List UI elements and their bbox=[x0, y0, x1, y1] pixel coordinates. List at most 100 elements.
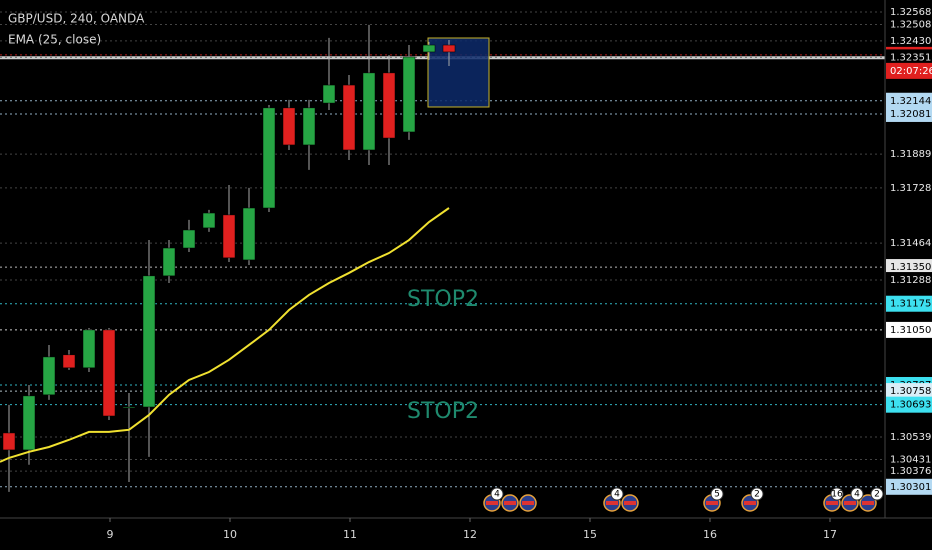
event-flag-stripe bbox=[486, 501, 498, 505]
event-badge bbox=[850, 487, 864, 501]
x-tick-label: 9 bbox=[107, 528, 114, 541]
y-tick-label: 1.30376 bbox=[890, 466, 931, 477]
countdown-bg bbox=[886, 62, 932, 79]
candle-body bbox=[322, 84, 336, 104]
price-tag-bg bbox=[886, 295, 932, 312]
candle-body bbox=[342, 84, 356, 151]
price-tag-bg bbox=[886, 32, 932, 49]
event-badge bbox=[710, 487, 724, 501]
y-tick-label: 1.32144 bbox=[890, 96, 931, 107]
candle-body bbox=[242, 207, 256, 261]
y-tick-label: 1.31050 bbox=[890, 325, 931, 336]
event-count: 5 bbox=[714, 490, 720, 500]
candle-body bbox=[62, 354, 76, 369]
price-tag-bg bbox=[886, 321, 932, 338]
event-badge bbox=[490, 487, 504, 501]
price-tag-bg bbox=[886, 259, 932, 276]
event-flag-stripe bbox=[522, 501, 534, 505]
candle-body bbox=[102, 329, 116, 417]
event-count: 4 bbox=[854, 490, 860, 500]
indicator-label: EMA (25, close) bbox=[8, 33, 101, 47]
y-tick-label: 1.30693 bbox=[890, 400, 931, 411]
y-tick-label: 1.32081 bbox=[890, 109, 931, 120]
candle-body bbox=[222, 214, 236, 259]
price-tag-bg bbox=[886, 105, 932, 122]
event-flag-stripe bbox=[862, 501, 874, 505]
y-tick-label: 1.31728 bbox=[890, 183, 931, 194]
candle-body bbox=[282, 107, 296, 146]
event-count: 2 bbox=[874, 490, 880, 500]
price-tag-bg bbox=[886, 3, 932, 20]
price-tag-bg bbox=[886, 49, 932, 66]
price-tag-bg bbox=[886, 146, 932, 163]
y-tick-label: 1.31350 bbox=[890, 262, 931, 273]
event-count: 4 bbox=[494, 490, 500, 500]
price-tag-bg bbox=[886, 16, 932, 33]
annotation: STOP2 bbox=[407, 287, 479, 312]
price-tag-bg bbox=[886, 235, 932, 252]
y-tick-label: 1.30758 bbox=[890, 386, 931, 397]
event-badge bbox=[610, 487, 624, 501]
event-flag-stripe bbox=[844, 501, 856, 505]
y-tick-label: 1.30431 bbox=[890, 455, 931, 466]
candle-body bbox=[42, 356, 56, 396]
event-badge bbox=[830, 487, 844, 501]
grid: 1.325681.325081.324301.323631.323491.323… bbox=[0, 3, 932, 495]
x-tick-label: 12 bbox=[463, 528, 477, 541]
event-flag-stripe bbox=[706, 501, 718, 505]
event-badge bbox=[750, 487, 764, 501]
candle-body bbox=[22, 395, 36, 451]
x-tick-label: 16 bbox=[703, 528, 717, 541]
y-tick-label: 1.31464 bbox=[890, 238, 931, 249]
countdown: 02:07:26 bbox=[890, 66, 932, 77]
y-tick-label: 1.32508 bbox=[890, 20, 931, 31]
y-tick-label: 1.31889 bbox=[890, 149, 931, 160]
candle-body bbox=[382, 72, 396, 139]
candle-body bbox=[442, 44, 456, 53]
candle-body bbox=[82, 329, 96, 369]
candle-body bbox=[402, 56, 416, 133]
price-tag-bg bbox=[886, 428, 932, 445]
position-box bbox=[427, 37, 490, 108]
y-tick-label: 1.31288 bbox=[890, 275, 931, 286]
y-tick-label: 1.30539 bbox=[890, 432, 931, 443]
x-tick-label: 15 bbox=[583, 528, 597, 541]
price-tag-bg bbox=[886, 478, 932, 495]
event-flag-stripe bbox=[826, 501, 838, 505]
x-tick-label: 10 bbox=[223, 528, 237, 541]
y-tick-label: 1.32568 bbox=[890, 7, 931, 18]
price-tag-bg bbox=[886, 92, 932, 109]
price-tag-bg bbox=[886, 396, 932, 413]
price-tag-bg bbox=[886, 383, 932, 400]
x-tick-label: 17 bbox=[823, 528, 837, 541]
y-tick-label: 1.31175 bbox=[890, 299, 931, 310]
candle-body bbox=[422, 44, 436, 53]
candle-body bbox=[162, 247, 176, 277]
candle-body bbox=[122, 406, 136, 409]
candle-body bbox=[262, 107, 276, 209]
candle-body bbox=[182, 229, 196, 249]
candle-body bbox=[302, 107, 316, 146]
event-badge bbox=[870, 487, 884, 501]
candle-body bbox=[202, 212, 216, 229]
event-flag-stripe bbox=[744, 501, 756, 505]
candle-body bbox=[2, 432, 16, 451]
ema-line bbox=[0, 207, 450, 463]
y-tick-label: 1.30301 bbox=[890, 482, 931, 493]
event-flag-stripe bbox=[504, 501, 516, 505]
x-tick-label: 11 bbox=[343, 528, 357, 541]
y-tick-label: 1.32351 bbox=[890, 52, 931, 63]
event-count: 2 bbox=[754, 490, 760, 500]
event-flag-stripe bbox=[624, 501, 636, 505]
annotation: STOP2 bbox=[407, 399, 479, 424]
candle-body bbox=[362, 72, 376, 151]
candle-body bbox=[142, 275, 156, 408]
event-count: 16 bbox=[831, 490, 843, 500]
y-tick-label: 1.32430 bbox=[890, 36, 931, 47]
price-tag-bg bbox=[886, 463, 932, 480]
price-tag-bg bbox=[886, 179, 932, 196]
event-flag-stripe bbox=[606, 501, 618, 505]
event-count: 4 bbox=[614, 490, 620, 500]
price-tag-bg bbox=[886, 272, 932, 289]
